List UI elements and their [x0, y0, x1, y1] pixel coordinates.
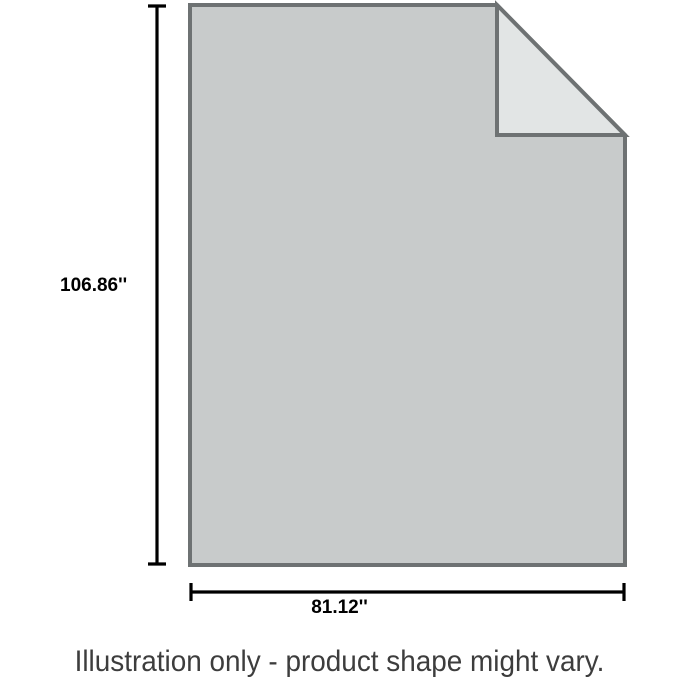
- illustration-disclaimer-caption: Illustration only - product shape might …: [74, 645, 605, 678]
- width-dimension-label: 81.12'': [311, 597, 368, 618]
- vertical-dimension-line-icon: [148, 4, 166, 566]
- product-body-shape: [188, 3, 627, 567]
- product-shape-group: [188, 0, 630, 567]
- height-dimension-label: 106.86'': [60, 275, 128, 296]
- page-fold-icon: [495, 0, 630, 137]
- horizontal-dimension-line-icon: [189, 583, 626, 601]
